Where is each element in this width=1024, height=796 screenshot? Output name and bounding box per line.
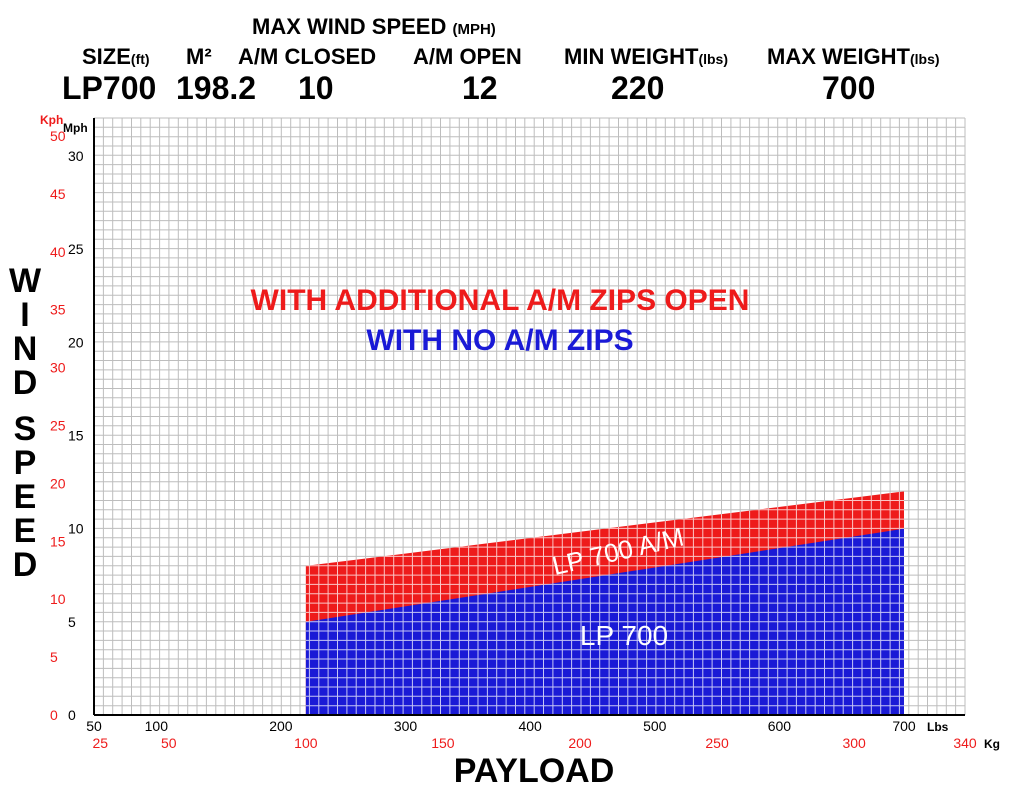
y-axis-label-letter: D [13,546,38,584]
y-unit-kph: Kph [40,113,63,127]
am-open-value: 12 [462,70,498,106]
x-tick-label-kg: 340 [953,735,977,751]
max-weight-unit: (lbs) [910,51,940,67]
x-tick-label-lbs: 700 [892,718,916,734]
y-tick-label-kph: 25 [50,417,66,433]
min-weight-unit: (lbs) [698,51,728,67]
y-axis-label-letter: I [20,296,29,334]
x-unit-lbs: Lbs [927,720,949,734]
max-weight-value: 700 [822,70,876,106]
size-header: SIZE(ft) [82,44,150,70]
y-tick-label-kph: 35 [50,302,66,318]
x-tick-label-lbs: 400 [518,718,542,734]
y-tick-label-kph: 15 [50,533,66,549]
y-tick-label-mph: 5 [68,614,76,630]
x-tick-label-kg: 50 [161,735,177,751]
x-tick-label-kg: 25 [92,735,108,751]
y-axis-label-letter: S [14,410,37,448]
y-tick-label-kph: 0 [50,707,58,723]
y-tick-label-kph: 45 [50,186,66,202]
y-tick-label-kph: 5 [50,649,58,665]
annotation-no-am-zips: WITH NO A/M ZIPS [366,324,633,357]
max-weight-label: MAX WEIGHT [767,44,910,69]
fill-grid-overlay [305,491,904,715]
y-tick-label-kph: 30 [50,360,66,376]
x-tick-label-kg: 250 [705,735,729,751]
x-tick-label-kg: 100 [294,735,318,751]
y-tick-label-kph: 40 [50,244,66,260]
area-header: M² [186,44,212,70]
size-value: LP700 [62,70,157,106]
size-unit: (ft) [130,51,150,67]
y-axis-label-letter: N [13,330,38,368]
x-unit-kg: Kg [984,737,1000,751]
y-axis-label-letter: P [14,444,37,482]
y-tick-label-mph: 15 [68,428,84,444]
am-closed-value: 10 [298,70,334,106]
min-weight-value: 220 [611,70,665,106]
y-tick-label-kph: 20 [50,475,66,491]
y-tick-label-kph: 10 [50,591,66,607]
x-tick-label-kg: 150 [431,735,455,751]
y-axis-label-letter: D [13,364,38,402]
x-tick-label-lbs: 300 [394,718,418,734]
y-tick-label-mph: 20 [68,334,84,350]
x-tick-label-kg: 300 [842,735,866,751]
annotation-am-zips-open: WITH ADDITIONAL A/M ZIPS OPEN [251,284,750,317]
y-tick-label-mph: 25 [68,241,84,257]
max-weight-header: MAX WEIGHT(lbs) [767,44,940,70]
am-open-header: A/M OPEN [413,44,522,70]
am-closed-label: A/M CLOSED [238,44,377,69]
y-tick-label-mph: 30 [68,148,84,164]
y-tick-label-mph: 10 [68,521,84,537]
am-closed-header: A/M CLOSED [238,44,376,70]
chart-title: MAX WIND SPEED (MPH) [252,14,496,40]
y-unit-mph: Mph [63,121,88,135]
min-weight-header: MIN WEIGHT(lbs) [564,44,728,70]
area-label: M² [186,44,212,69]
y-axis-label-letter: E [14,512,37,550]
y-tick-label-kph: 50 [50,128,66,144]
x-tick-label-lbs: 50 [86,718,102,734]
x-tick-label-kg: 200 [568,735,592,751]
x-tick-label-lbs: 600 [768,718,792,734]
chart-title-text: MAX WIND SPEED [252,14,447,39]
x-tick-label-lbs: 500 [643,718,667,734]
y-axis-label-letter: W [9,262,42,300]
y-axis-label-letter: E [14,478,37,516]
y-tick-label-mph: 0 [68,707,76,723]
am-open-label: A/M OPEN [413,44,522,69]
x-tick-label-lbs: 100 [145,718,169,734]
area-value: 198.2 [176,70,257,106]
min-weight-label: MIN WEIGHT [564,44,699,69]
size-label: SIZE [82,44,131,69]
x-tick-label-lbs: 200 [269,718,293,734]
chart-title-unit: (MPH) [452,21,496,38]
x-axis-label: PAYLOAD [454,752,615,790]
series-label-lp700: LP 700 [580,620,668,651]
